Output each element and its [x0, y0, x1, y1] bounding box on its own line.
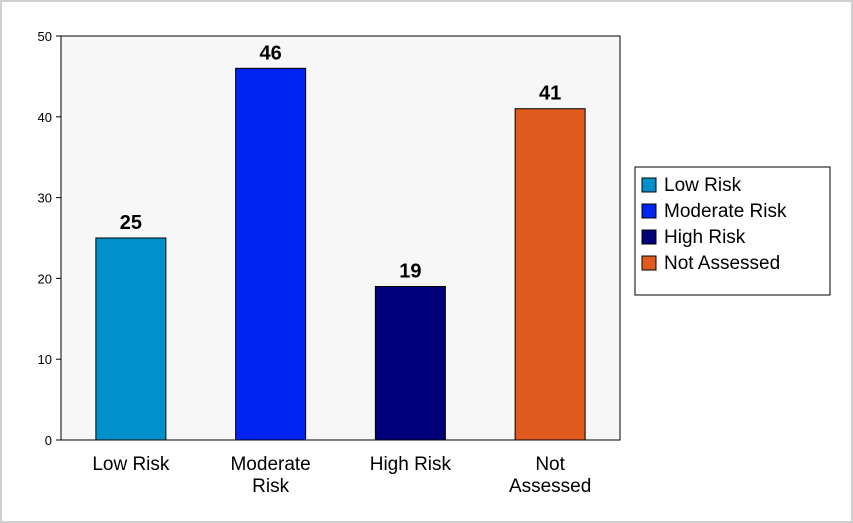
- bar: [514, 108, 586, 441]
- legend-swatch: [641, 203, 657, 219]
- x-axis-categories: Low Risk Moderate Risk High Risk Not Assessed: [92, 454, 591, 497]
- legend-swatch: [641, 229, 657, 245]
- data-label: 19: [399, 260, 421, 282]
- x-tick-label: High Risk: [370, 454, 452, 475]
- y-tick-label: 40: [38, 110, 52, 125]
- legend-box: [634, 166, 831, 296]
- x-tick-label-line: Low Risk: [92, 454, 170, 475]
- data-label: 46: [260, 42, 282, 64]
- legend-swatch: [641, 255, 657, 271]
- legend-label: Not Assessed: [664, 253, 780, 274]
- legend-label: Moderate Risk: [664, 201, 787, 222]
- x-tick-label: Low Risk: [92, 454, 170, 475]
- bar: [374, 285, 446, 441]
- data-label: 25: [120, 212, 142, 234]
- bars: [95, 67, 586, 441]
- y-tick-label: 20: [38, 271, 52, 286]
- legend-swatch: [641, 177, 657, 193]
- y-tick-label: 10: [38, 352, 52, 367]
- x-tick-label: Not Assessed: [509, 454, 591, 497]
- bar: [235, 67, 307, 441]
- value-labels: 25 46 19 41: [120, 42, 562, 282]
- data-label: 41: [539, 83, 561, 105]
- y-axis: 0 10 20 30 40 50: [38, 29, 61, 448]
- x-tick-label: Moderate Risk: [230, 454, 310, 497]
- y-tick-label: 0: [45, 433, 52, 448]
- y-tick-label: 50: [38, 29, 52, 44]
- x-tick-label-line: Not: [535, 454, 565, 475]
- x-tick-label-line: Assessed: [509, 476, 591, 497]
- y-tick-label: 30: [38, 191, 52, 206]
- x-tick-label-line: Moderate: [230, 454, 310, 475]
- legend-label: Low Risk: [664, 175, 742, 196]
- legend: Low Risk Moderate Risk High Risk Not Assess…: [634, 166, 831, 296]
- x-tick-label-line: Risk: [252, 476, 289, 497]
- legend-label: High Risk: [664, 227, 746, 248]
- bar: [95, 237, 167, 441]
- x-tick-label-line: High Risk: [370, 454, 452, 475]
